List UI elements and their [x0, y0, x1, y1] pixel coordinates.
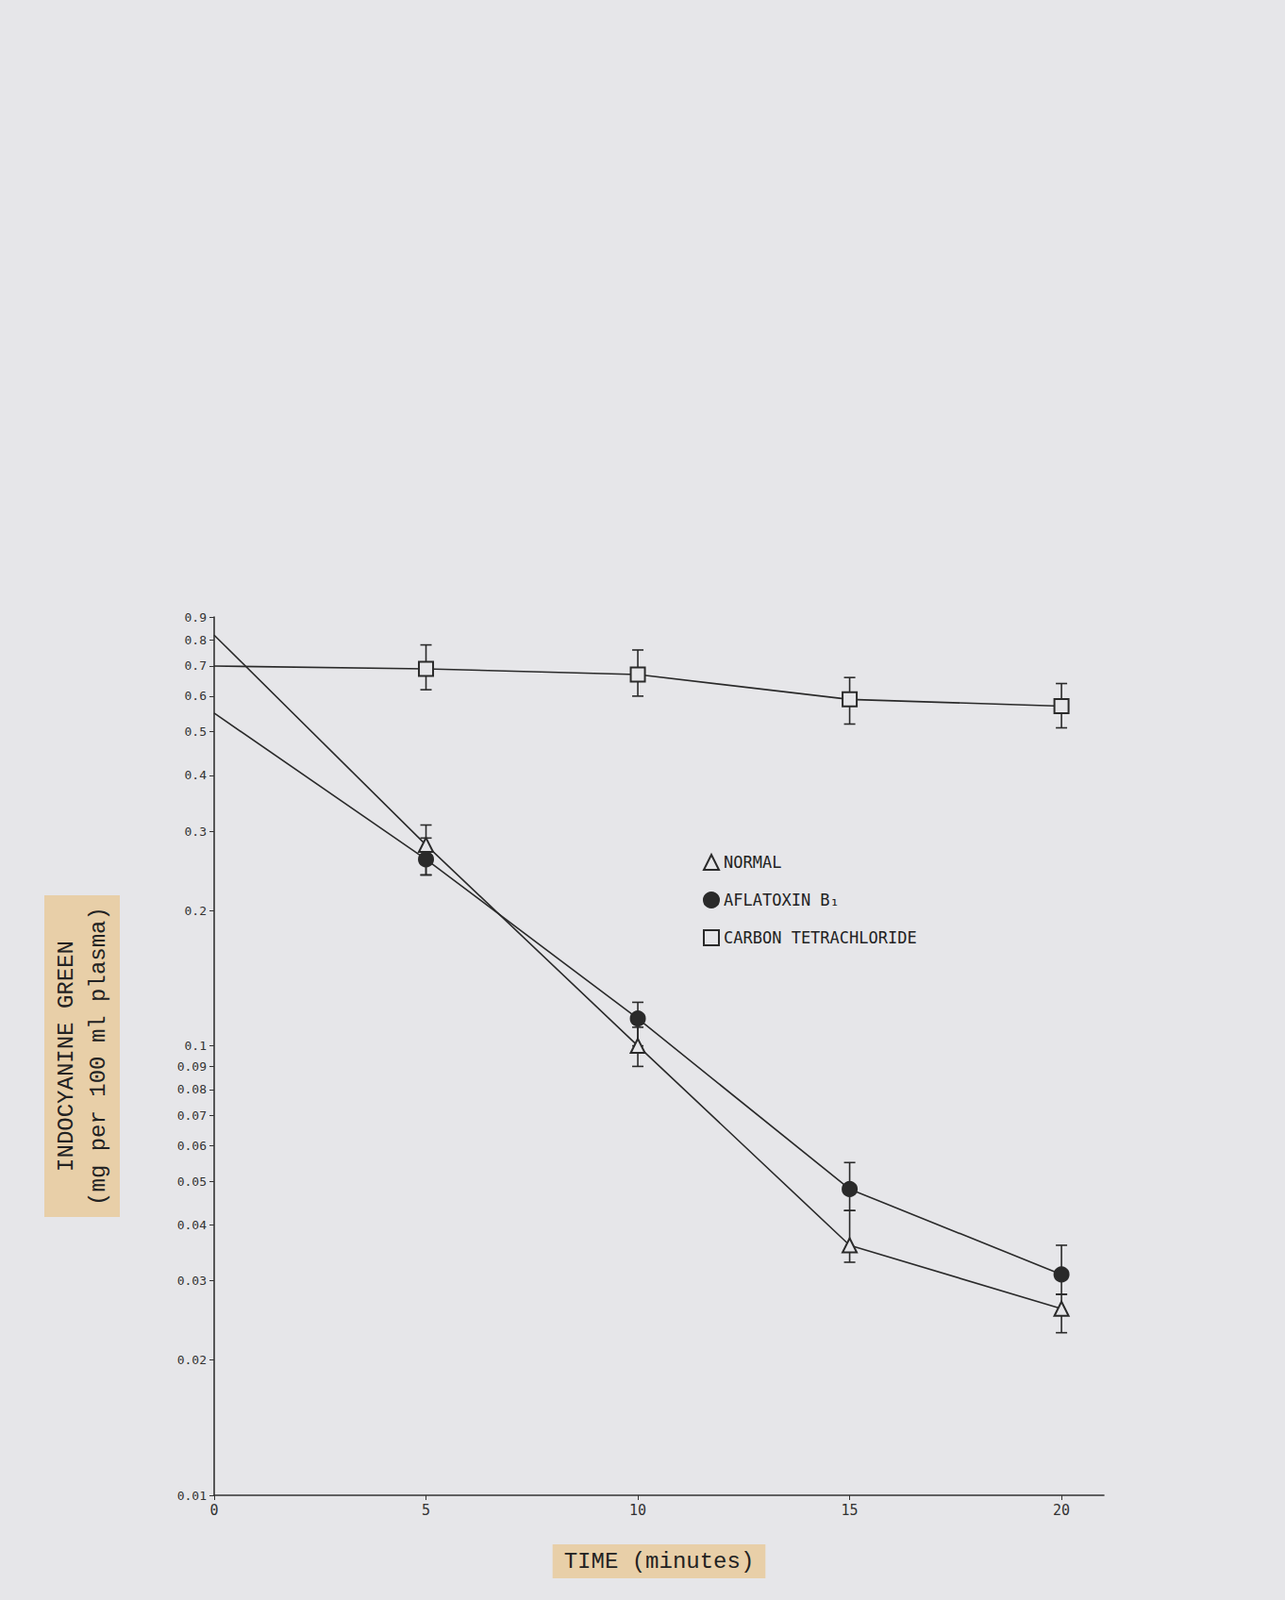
svg-text:0: 0 [209, 1501, 218, 1519]
svg-text:20: 20 [1052, 1501, 1070, 1519]
svg-text:0.7: 0.7 [184, 658, 207, 673]
svg-text:0.03: 0.03 [177, 1273, 207, 1288]
svg-text:AFLATOXIN B₁: AFLATOXIN B₁ [723, 890, 840, 910]
svg-text:0.2: 0.2 [184, 903, 207, 918]
svg-text:0.8: 0.8 [184, 633, 207, 648]
svg-text:0.01: 0.01 [177, 1488, 207, 1503]
svg-text:0.9: 0.9 [184, 610, 207, 625]
svg-text:0.05: 0.05 [177, 1174, 207, 1189]
svg-text:NORMAL: NORMAL [723, 852, 782, 872]
svg-text:0.04: 0.04 [177, 1218, 207, 1233]
svg-text:0.1: 0.1 [184, 1038, 207, 1053]
svg-text:15: 15 [841, 1501, 859, 1519]
svg-text:0.5: 0.5 [184, 724, 207, 739]
svg-text:0.4: 0.4 [184, 767, 208, 783]
svg-text:5: 5 [421, 1501, 431, 1519]
svg-text:0.6: 0.6 [184, 688, 207, 703]
svg-text:0.08: 0.08 [177, 1082, 207, 1097]
svg-text:0.02: 0.02 [177, 1352, 207, 1368]
svg-text:(mg per 100 ml plasma): (mg per 100 ml plasma) [85, 906, 112, 1206]
svg-text:CARBON TETRACHLORIDE: CARBON TETRACHLORIDE [723, 928, 918, 948]
svg-text:0.3: 0.3 [184, 824, 207, 839]
svg-text:TIME (minutes): TIME (minutes) [564, 1549, 755, 1575]
svg-text:0.07: 0.07 [177, 1108, 207, 1123]
svg-text:0.09: 0.09 [177, 1059, 207, 1074]
svg-text:INDOCYANINE GREEN: INDOCYANINE GREEN [53, 940, 80, 1172]
svg-text:10: 10 [629, 1501, 647, 1519]
svg-text:0.06: 0.06 [177, 1138, 207, 1153]
